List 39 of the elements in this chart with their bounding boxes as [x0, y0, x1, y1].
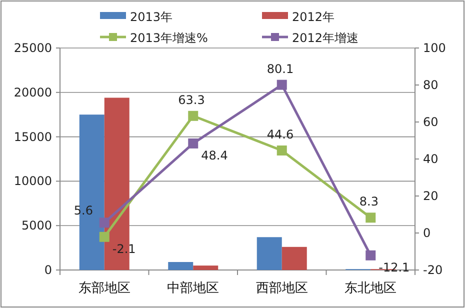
legend-label: 2012年增速 [292, 31, 359, 45]
bar [282, 246, 307, 270]
x-tick-label: 中部地区 [167, 281, 220, 296]
point [99, 232, 110, 242]
y2-tick-label: 80 [423, 78, 438, 92]
y-tick-label: 25000 [14, 41, 52, 55]
y-tick-label: 10000 [14, 174, 52, 188]
data-label: 44.6 [266, 127, 294, 142]
bar [256, 237, 282, 270]
y2-tick-label: 100 [423, 41, 446, 55]
data-label: 63.3 [178, 92, 205, 107]
point [188, 138, 198, 148]
x-tick-label: 东北地区 [344, 281, 397, 296]
x-tick-label: 西部地区 [256, 281, 308, 296]
y2-tick-label: 40 [423, 152, 438, 166]
data-label: 8.3 [359, 194, 378, 209]
bar [168, 262, 194, 270]
y-tick-label: 0 [44, 263, 52, 277]
point [366, 250, 376, 260]
legend-label: 2013年 [130, 10, 173, 24]
data-label: 48.4 [201, 148, 228, 162]
data-label: -12.1 [378, 260, 410, 274]
y2-tick-label: -20 [423, 263, 443, 277]
point [99, 218, 110, 228]
y-tick-label: 5000 [21, 218, 52, 233]
point [276, 80, 287, 90]
y2-tick-label: 60 [423, 115, 438, 129]
y-tick-label: 20000 [14, 85, 52, 100]
point [188, 110, 198, 121]
y2-tick-label: 0 [423, 226, 431, 240]
x-tick-label: 东部地区 [78, 281, 130, 296]
y2-tick-label: 20 [423, 189, 438, 203]
legend-label: 2012年 [292, 10, 335, 24]
bar [193, 266, 218, 270]
point [276, 145, 287, 156]
y-tick-label: 15000 [14, 130, 52, 144]
legend-label: 2013年增速% [130, 31, 208, 45]
data-label: 80.1 [266, 62, 294, 76]
point [366, 212, 376, 223]
